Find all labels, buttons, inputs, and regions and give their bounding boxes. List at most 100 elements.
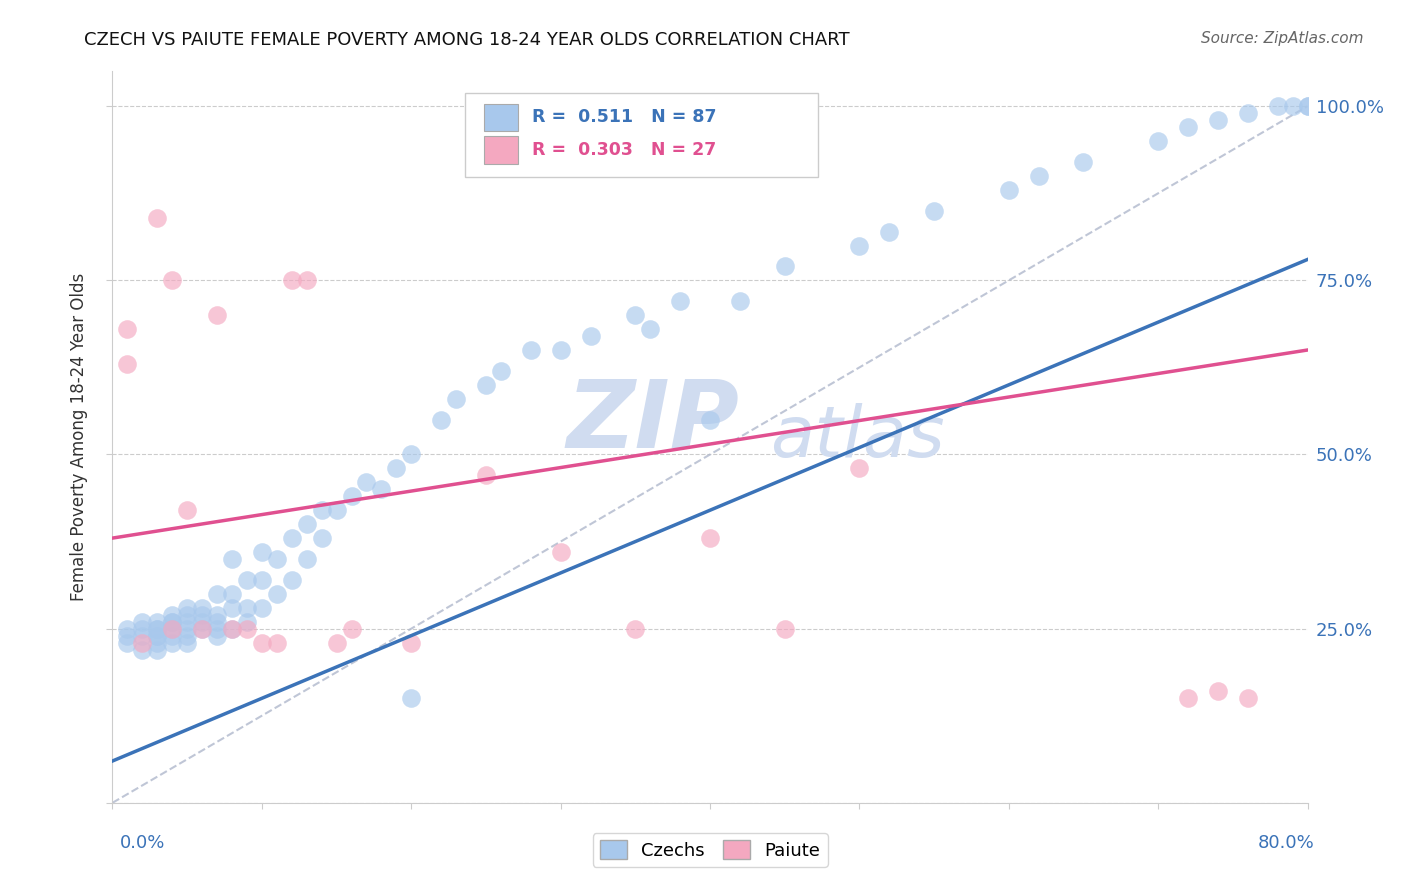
Point <box>176 503 198 517</box>
Point <box>295 273 318 287</box>
Point <box>444 392 467 406</box>
Point <box>131 629 153 643</box>
Point <box>176 600 198 615</box>
Bar <box>484 136 517 164</box>
Point <box>1177 691 1199 706</box>
Point <box>848 238 870 252</box>
Point <box>1206 113 1229 128</box>
Point <box>699 531 721 545</box>
Point <box>221 622 243 636</box>
Point <box>1281 99 1303 113</box>
Point <box>250 635 273 649</box>
Point <box>489 364 512 378</box>
Point <box>520 343 543 357</box>
Point <box>1296 99 1319 113</box>
Point <box>311 503 333 517</box>
Point <box>146 615 169 629</box>
Point <box>146 211 169 225</box>
Point <box>205 622 228 636</box>
Point <box>281 531 304 545</box>
Point <box>146 622 169 636</box>
Point <box>579 329 602 343</box>
Point <box>1028 169 1050 183</box>
Point <box>640 322 662 336</box>
Point <box>356 475 378 490</box>
Point <box>236 622 259 636</box>
Point <box>266 635 288 649</box>
Point <box>250 573 273 587</box>
Point <box>205 607 228 622</box>
Point <box>162 622 183 636</box>
Point <box>162 629 183 643</box>
Point <box>295 552 318 566</box>
Point <box>191 600 214 615</box>
Point <box>221 552 243 566</box>
Point <box>236 573 259 587</box>
Point <box>117 322 139 336</box>
Text: Source: ZipAtlas.com: Source: ZipAtlas.com <box>1201 31 1364 46</box>
Point <box>266 552 288 566</box>
Point <box>669 294 692 309</box>
Point <box>176 615 198 629</box>
Point <box>325 635 347 649</box>
Point <box>205 308 228 322</box>
Point <box>1147 134 1170 148</box>
Y-axis label: Female Poverty Among 18-24 Year Olds: Female Poverty Among 18-24 Year Olds <box>70 273 89 601</box>
Point <box>117 622 139 636</box>
Point <box>475 377 498 392</box>
Text: CZECH VS PAIUTE FEMALE POVERTY AMONG 18-24 YEAR OLDS CORRELATION CHART: CZECH VS PAIUTE FEMALE POVERTY AMONG 18-… <box>84 31 851 49</box>
Point <box>191 622 214 636</box>
Point <box>205 587 228 601</box>
Point <box>311 531 333 545</box>
Point <box>1177 120 1199 134</box>
Point <box>401 448 423 462</box>
Point <box>191 622 214 636</box>
Point <box>624 622 647 636</box>
Point <box>117 357 139 371</box>
Point <box>162 635 183 649</box>
Point <box>550 343 572 357</box>
Point <box>191 607 214 622</box>
Text: 80.0%: 80.0% <box>1258 834 1315 852</box>
Point <box>340 489 363 503</box>
Point <box>1206 684 1229 698</box>
Point <box>1073 155 1095 169</box>
Point <box>385 461 408 475</box>
Point <box>221 600 243 615</box>
Point <box>146 635 169 649</box>
Point <box>236 615 259 629</box>
Point <box>117 629 139 643</box>
Point <box>146 629 169 643</box>
Point <box>176 629 198 643</box>
Point <box>266 587 288 601</box>
Point <box>998 183 1021 197</box>
Point <box>131 622 153 636</box>
Point <box>176 607 198 622</box>
Point <box>131 615 153 629</box>
Point <box>162 615 183 629</box>
Point <box>221 587 243 601</box>
Point <box>131 635 153 649</box>
Point <box>146 642 169 657</box>
Point <box>1267 99 1289 113</box>
Point <box>340 622 363 636</box>
Point <box>162 273 183 287</box>
Point <box>1237 106 1260 120</box>
Point <box>281 573 304 587</box>
Point <box>146 629 169 643</box>
Point <box>728 294 751 309</box>
Point <box>401 635 423 649</box>
Point <box>773 622 796 636</box>
Point <box>295 517 318 532</box>
Text: R =  0.511   N = 87: R = 0.511 N = 87 <box>531 109 717 127</box>
Text: 0.0%: 0.0% <box>120 834 165 852</box>
Point <box>221 622 243 636</box>
Point <box>236 600 259 615</box>
Point <box>1296 99 1319 113</box>
Point <box>773 260 796 274</box>
Point <box>325 503 347 517</box>
Point <box>922 203 945 218</box>
Point <box>250 545 273 559</box>
Point <box>205 629 228 643</box>
Point <box>117 635 139 649</box>
